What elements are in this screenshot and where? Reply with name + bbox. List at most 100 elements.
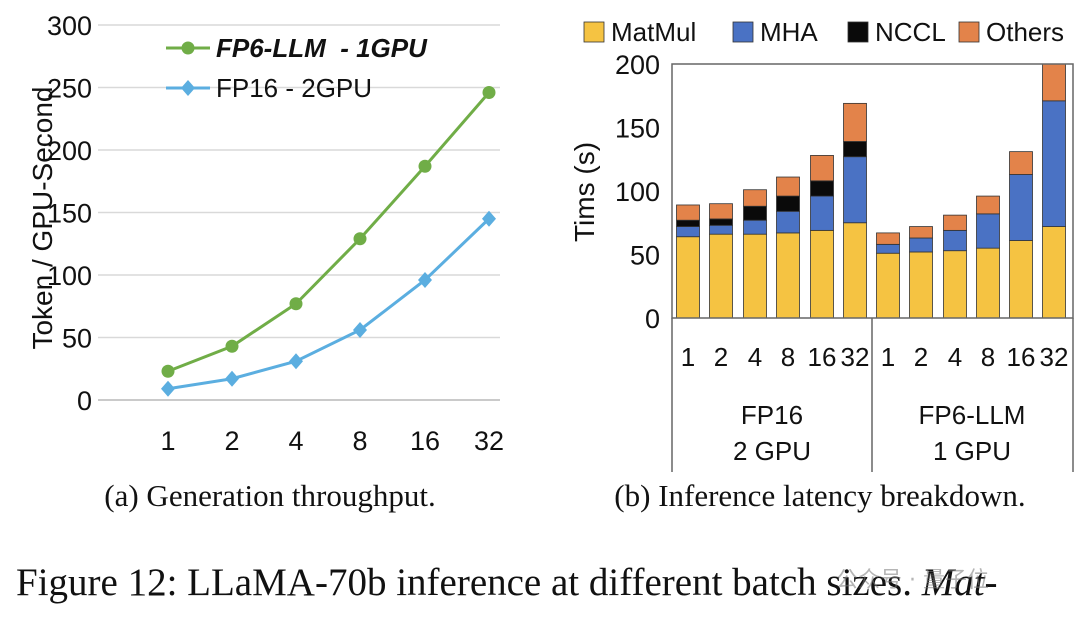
latency-y-ticks: 0 50 100 150 200 [615, 50, 660, 334]
latency-y-tick-label: 0 [645, 304, 660, 334]
throughput-y-tick-label: 250 [47, 74, 92, 104]
series-point-0 [482, 86, 496, 99]
bar-segment-others [1009, 151, 1033, 175]
bar-segment-mha [943, 229, 967, 252]
throughput-legend: FP6-LLM - 1GPU FP16 - 2GPU [166, 33, 428, 103]
latency-y-axis-label: Tims (s) [569, 142, 600, 242]
bar-segment-mha [1042, 100, 1066, 227]
legend-swatch-nccl [847, 21, 869, 43]
bar-segment-matmul [976, 247, 1000, 319]
series-point-1 [482, 210, 496, 227]
legend-label-0: FP6-LLM - 1GPU [216, 33, 428, 63]
throughput-gridlines [98, 24, 500, 401]
series-point-1 [353, 322, 367, 338]
bar-segment-others [743, 189, 767, 207]
series-point-0 [289, 297, 303, 311]
bar-segment-nccl [776, 195, 800, 212]
bar-segment-nccl [676, 219, 700, 227]
series-point-1 [161, 380, 175, 397]
bar-segment-others [810, 155, 834, 182]
bar-segment-others [976, 195, 1000, 215]
latency-x-tick-label: 2 [914, 342, 928, 372]
latency-y-tick-label: 200 [615, 50, 660, 80]
bar-segment-matmul [943, 250, 967, 319]
throughput-series [161, 86, 496, 397]
legend-label-others: Others [986, 17, 1064, 47]
series-line-0 [167, 91, 491, 373]
series-line-1 [167, 217, 491, 391]
bar-segment-mha [843, 156, 867, 224]
latency-x-tick-label: 8 [781, 342, 795, 372]
bar-segment-matmul [676, 236, 700, 319]
bar-segment-others [676, 204, 700, 221]
bar-segment-mha [743, 219, 767, 235]
bar-segment-others [909, 226, 933, 239]
latency-plot-frame [671, 63, 1074, 472]
watermark: 公众号 · 量子位 [836, 568, 989, 593]
latency-y-tick-label: 150 [615, 114, 660, 144]
series-point-0 [161, 364, 175, 378]
bar-segment-others [1042, 63, 1066, 102]
latency-bars [676, 63, 1066, 319]
latency-x-tick-label: 16 [1007, 342, 1036, 372]
group-label-line2: 2 GPU [733, 436, 811, 466]
legend-label-mha: MHA [760, 17, 818, 47]
latency-x-tick-label: 1 [881, 342, 895, 372]
throughput-y-axis-label: Token / GPU-Second [27, 86, 58, 349]
throughput-y-tick-label: 0 [77, 386, 92, 416]
bar-segment-nccl [843, 141, 867, 158]
bar-segment-matmul [776, 232, 800, 319]
latency-x-tick-label: 1 [681, 342, 695, 372]
bar-segment-matmul [876, 252, 900, 319]
latency-x-tick-label: 2 [714, 342, 728, 372]
legend-swatch-matmul [583, 21, 605, 43]
series-point-1 [418, 272, 432, 288]
figure-caption: Figure 12: LLaMA-70b inference at differ… [16, 560, 998, 605]
throughput-x-tick-label: 4 [288, 426, 303, 456]
bar-segment-mha [976, 213, 1000, 249]
legend-marker-1 [181, 80, 195, 96]
figure-caption-main: Figure 12: LLaMA-70b inference at differ… [16, 561, 922, 604]
throughput-y-tick-label: 200 [47, 136, 92, 166]
bar-segment-nccl [709, 218, 733, 226]
figure-caption-italic: Mat- [921, 561, 998, 604]
throughput-chart: 0 50 100 150 200 250 300 1 2 4 8 16 32 FP6-LLM - 1G… [27, 11, 504, 456]
bar-segment-mha [810, 195, 834, 231]
legend-label-1: FP16 - 2GPU [216, 73, 372, 103]
latency-x-ticks: 1 2 4 8 16 32 1 2 4 8 16 32 [681, 342, 1069, 372]
bar-segment-nccl [810, 180, 834, 197]
latency-x-tick-label: 4 [748, 342, 762, 372]
caption-b: (b) Inference latency breakdown. [614, 478, 1026, 513]
latency-y-tick-label: 100 [615, 177, 660, 207]
latency-x-tick-label: 32 [841, 342, 870, 372]
bar-segment-mha [709, 224, 733, 235]
throughput-x-tick-label: 1 [160, 426, 175, 456]
legend-swatch-others [958, 21, 980, 43]
bar-segment-others [943, 214, 967, 231]
bar-segment-matmul [810, 229, 834, 319]
latency-legend: MatMul MHA NCCL Others [583, 17, 1064, 47]
series-point-0 [225, 339, 239, 353]
bar-segment-nccl [743, 205, 767, 221]
throughput-y-ticks: 0 50 100 150 200 250 300 [47, 11, 92, 416]
throughput-x-tick-label: 16 [410, 426, 440, 456]
throughput-x-tick-label: 32 [474, 426, 504, 456]
throughput-y-tick-label: 50 [62, 324, 92, 354]
bar-segment-matmul [843, 222, 867, 319]
legend-marker-0 [181, 41, 195, 55]
group-label-line2: 1 GPU [933, 436, 1011, 466]
bar-segment-others [776, 176, 800, 197]
throughput-x-tick-label: 8 [352, 426, 367, 456]
legend-swatch-mha [732, 21, 754, 43]
throughput-y-tick-label: 300 [47, 11, 92, 41]
bar-segment-matmul [909, 251, 933, 319]
legend-label-matmul: MatMul [611, 17, 696, 47]
legend-label-nccl: NCCL [875, 17, 946, 47]
bar-segment-mha [676, 226, 700, 238]
throughput-x-ticks: 1 2 4 8 16 32 [160, 426, 504, 456]
throughput-x-tick-label: 2 [224, 426, 239, 456]
bar-segment-others [709, 203, 733, 220]
group-label-line1: FP6-LLM [919, 400, 1026, 430]
